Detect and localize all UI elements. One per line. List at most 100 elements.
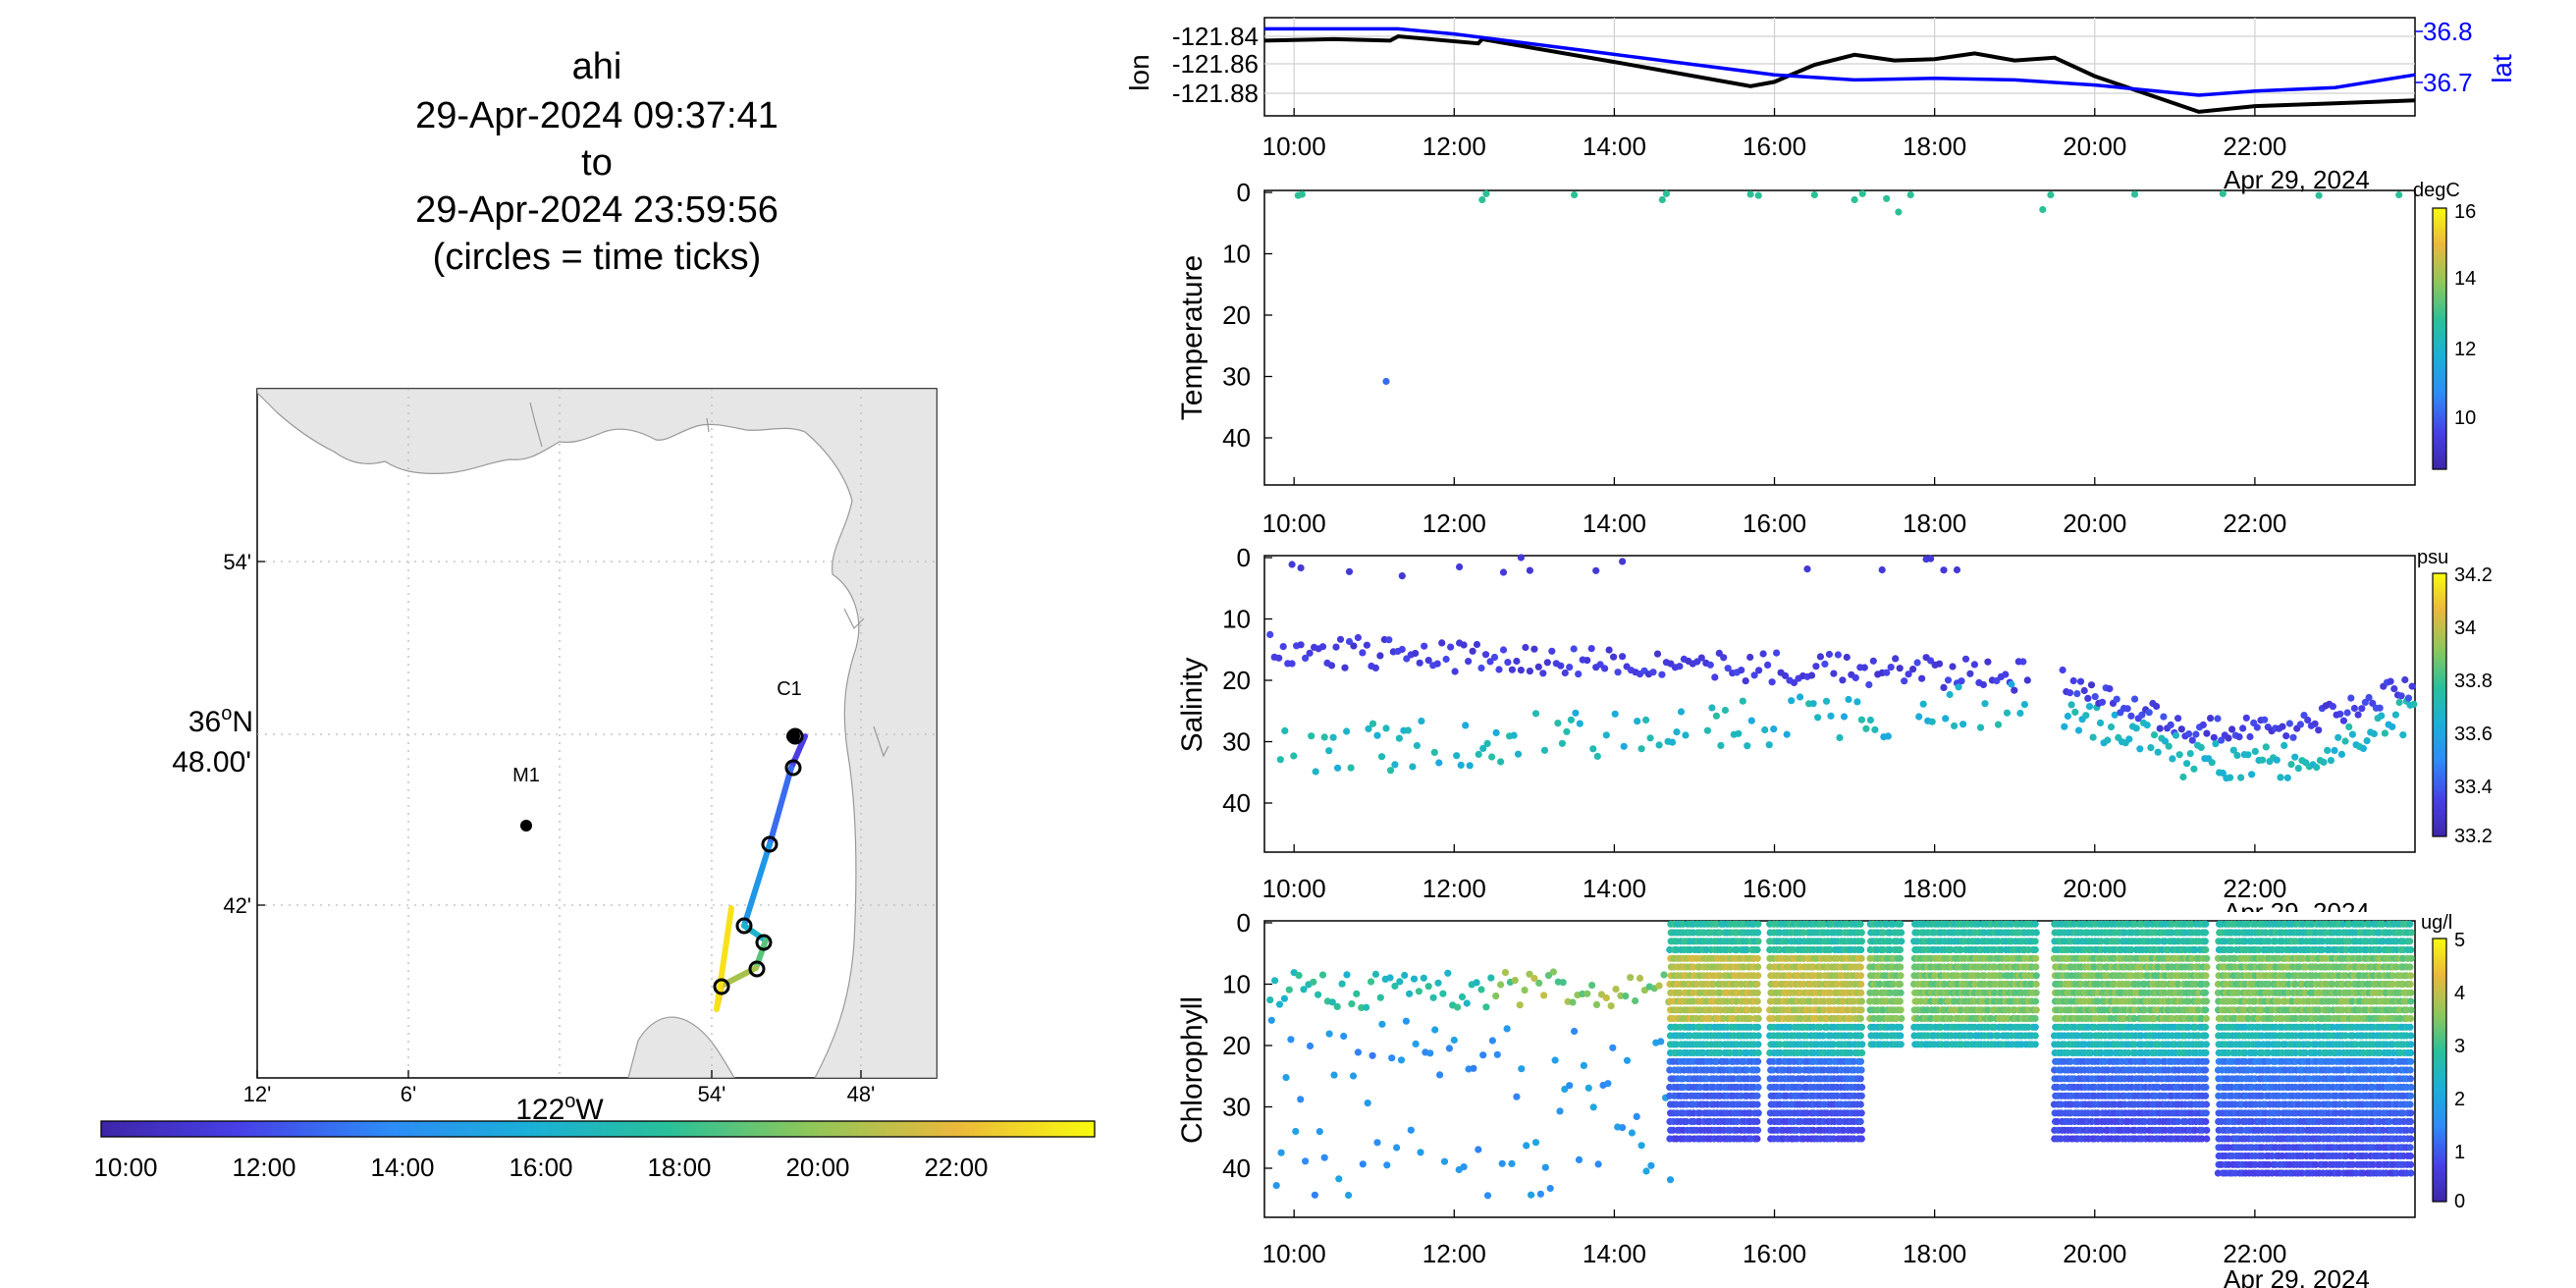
salinity-point [2125, 735, 2133, 743]
chlorophyll-point [2032, 972, 2040, 980]
salinity-point [2019, 658, 2027, 666]
x-tick-label: 10:00 [1262, 874, 1326, 903]
salinity-point [1517, 667, 1525, 674]
lat-axis-label: lat [2487, 54, 2517, 83]
salinity-point [1708, 704, 1716, 712]
lon-tick: -121.86 [1172, 49, 1259, 79]
salinity-point [2210, 733, 2218, 741]
chlorophyll-point [2202, 1100, 2211, 1108]
salinity-point [2156, 724, 2164, 732]
chlorophyll-point [1753, 945, 1761, 954]
temperature-points [1294, 189, 2403, 386]
salinity-point [2087, 681, 2096, 689]
chlorophyll-point [1287, 1036, 1295, 1044]
salinity-colorbar-tick: 34 [2454, 617, 2476, 639]
chlorophyll-point [1482, 1003, 1490, 1011]
salinity-point [2023, 676, 2031, 684]
chlorophyll-point [1368, 1051, 1376, 1059]
chlorophyll-point [1754, 938, 1762, 945]
chlorophyll-point [1602, 993, 1610, 1002]
salinity-point [1984, 658, 1992, 666]
temperature-point [2315, 191, 2323, 199]
salinity-point [1857, 716, 1865, 724]
salinity-point [1697, 654, 1705, 662]
salinity-point [2334, 733, 2342, 741]
salinity-point [1676, 663, 1684, 671]
chlorophyll-point [1622, 993, 1630, 1000]
salinity-point [1739, 697, 1746, 705]
salinity-point [1602, 731, 1610, 739]
salinity-point [2281, 741, 2288, 750]
chlorophyll-point [1561, 1085, 1569, 1094]
salinity-point [2197, 743, 2205, 752]
salinity-point [2199, 721, 2207, 729]
salinity-point [1927, 555, 1935, 563]
salinity-point [1526, 566, 1533, 574]
salinity-point [1548, 647, 1556, 655]
salinity-point [2233, 751, 2241, 760]
x-tick-label: 12:00 [1422, 132, 1486, 161]
salinity-point [2324, 746, 2332, 755]
salinity-point [1755, 667, 1763, 674]
salinity-point [2251, 747, 2259, 756]
salinity-point [2066, 689, 2074, 697]
chlorophyll-point [1753, 1117, 1761, 1126]
salinity-point [2061, 723, 2068, 730]
chlorophyll-point [1857, 1135, 1865, 1143]
salinity-point [1465, 658, 1473, 666]
salinity-point [1887, 664, 1895, 671]
salinity-point [2153, 702, 2161, 711]
salinity-point [1447, 643, 1455, 651]
salinity-point [2391, 711, 2399, 719]
salinity-point [1347, 764, 1355, 772]
salinity-point [2130, 695, 2139, 703]
title-line-5: (circles = time ticks) [433, 237, 762, 278]
salinity-point [2186, 750, 2194, 758]
chlorophyll-point [2202, 1006, 2210, 1014]
chlorophyll-point [1856, 1032, 1864, 1040]
salinity-point [1951, 722, 1959, 730]
chlorophyll-point [1857, 1006, 1865, 1014]
salinity-point [1825, 650, 1833, 659]
salinity-point [2239, 724, 2247, 732]
salinity-point [1773, 649, 1781, 657]
temperature-colorbar-tick: 12 [2454, 339, 2476, 360]
chlorophyll-point [2201, 1075, 2209, 1083]
x-tick-label: 10:00 [1262, 509, 1326, 538]
chlorophyll-point [2202, 1041, 2210, 1048]
chlorophyll-point [1857, 980, 1865, 989]
station-m1-marker [520, 820, 532, 832]
chlorophyll-point [1753, 1126, 1762, 1134]
chlorophyll-point [2031, 997, 2040, 1005]
salinity-point [1385, 636, 1393, 644]
salinity-point [1522, 643, 1530, 652]
salinity-point [2381, 729, 2388, 737]
y-tick-label: 20 [1222, 666, 1251, 695]
salinity-point [1457, 761, 1465, 770]
salinity-point [1738, 667, 1745, 674]
x-tick-label: 20:00 [2063, 132, 2126, 161]
salinity-point [1504, 659, 1512, 667]
x-tick-label: 18:00 [1903, 874, 1966, 903]
salinity-point [2337, 750, 2345, 759]
salinity-point [2246, 732, 2254, 741]
chlorophyll-point [1754, 920, 1762, 928]
salinity-point [1637, 745, 1645, 753]
chlorophyll-point [2032, 980, 2040, 989]
salinity-point [1479, 744, 1487, 753]
salinity-point [1807, 671, 1816, 679]
salinity-point [1605, 646, 1613, 654]
chlorophyll-point [1897, 989, 1905, 996]
salinity-point [2069, 676, 2077, 685]
salinity-point [2350, 704, 2358, 713]
salinity-point [1409, 763, 1417, 771]
salinity-point [2080, 686, 2088, 695]
title-line-3: to [581, 142, 613, 184]
chlorophyll-point [1292, 1127, 1300, 1136]
time-colorbar [100, 1120, 1096, 1138]
salinity-point [1462, 722, 1470, 729]
chlorophyll-point [1569, 998, 1577, 1006]
temperature-point [1883, 194, 1891, 202]
salinity-point [2227, 774, 2234, 781]
chlorophyll-point [1275, 1000, 1284, 1008]
